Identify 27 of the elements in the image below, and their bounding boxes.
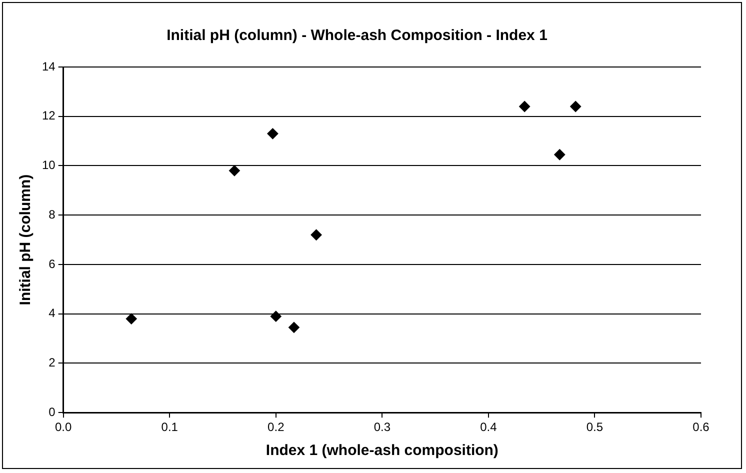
x-tick-label: 0.4 <box>480 420 498 434</box>
y-tick-label: 4 <box>48 306 56 320</box>
point <box>267 128 278 140</box>
x-tick-label: 0.6 <box>692 420 710 434</box>
x-tick-label: 0.0 <box>55 420 72 434</box>
point <box>310 229 322 240</box>
x-tick-label: 0.3 <box>374 420 391 434</box>
y-tick-label: 6 <box>48 256 56 271</box>
y-tick-label: 2 <box>48 356 56 370</box>
y-tick-label: 14 <box>42 59 56 74</box>
point <box>554 149 566 160</box>
y-tick-label: 8 <box>48 207 56 222</box>
point <box>228 165 240 176</box>
x-tick-label: 0.2 <box>268 420 285 434</box>
y-tick-label: 12 <box>42 108 56 123</box>
y-tick-label: 0 <box>48 404 56 419</box>
point <box>519 100 530 112</box>
y-axis-title: Initial pH (column) <box>17 174 34 306</box>
point <box>570 100 582 112</box>
x-tick-label: 0.5 <box>586 420 604 434</box>
chart-title: Initial pH (column) - Whole-ash Composition - Index 1 <box>166 27 548 44</box>
point <box>126 313 137 324</box>
point <box>270 310 282 322</box>
x-tick-label: 0.1 <box>161 420 178 434</box>
point <box>288 322 300 333</box>
x-axis-title: Index 1 (whole-ash composition) <box>266 442 498 460</box>
y-tick-label: 10 <box>42 158 56 172</box>
